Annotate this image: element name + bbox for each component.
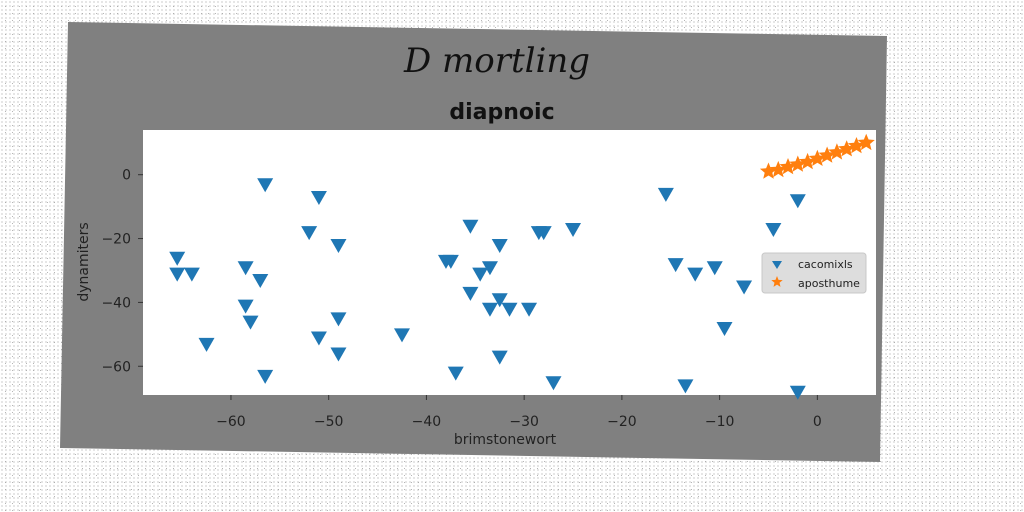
legend-label-cacomixls: cacomixls	[798, 258, 853, 271]
data-point-cacomixls	[462, 286, 479, 301]
data-point-cacomixls	[565, 222, 582, 237]
data-point-cacomixls	[491, 293, 508, 308]
chart-suptitle: D mortling	[403, 41, 590, 81]
x-tick-label: 0	[813, 414, 822, 430]
data-point-cacomixls	[301, 226, 318, 241]
data-point-aposthume	[828, 143, 846, 160]
x-tick-label: −10	[705, 414, 735, 430]
x-tick-label: −50	[314, 414, 344, 430]
data-point-cacomixls	[257, 178, 274, 193]
data-point-cacomixls	[237, 299, 254, 314]
x-tick-label: −60	[216, 414, 246, 430]
data-point-cacomixls	[736, 280, 753, 295]
data-point-cacomixls	[447, 366, 464, 381]
plot-area	[143, 130, 876, 395]
data-point-cacomixls	[442, 254, 459, 269]
data-point-cacomixls	[706, 261, 723, 276]
data-point-cacomixls	[481, 261, 498, 276]
data-point-cacomixls	[789, 385, 806, 400]
data-point-aposthume	[838, 140, 856, 157]
data-point-cacomixls	[657, 187, 674, 202]
axis-ticks: −60 −50 −40 −30 −20 −10 0 0 −20 −40 −60	[101, 168, 821, 430]
legend: cacomixls aposthume	[761, 252, 867, 294]
data-point-cacomixls	[242, 315, 259, 330]
data-point-cacomixls	[472, 267, 489, 282]
data-point-cacomixls	[330, 312, 347, 327]
data-point-aposthume	[769, 160, 787, 178]
data-point-cacomixls	[481, 302, 498, 317]
data-point-cacomixls	[393, 328, 410, 343]
legend-marker-cacomixls	[772, 261, 782, 269]
x-tick-label: −30	[509, 414, 539, 430]
data-point-aposthume	[818, 146, 836, 163]
data-point-cacomixls	[310, 331, 327, 346]
data-points	[169, 133, 875, 400]
data-point-aposthume	[759, 162, 778, 179]
data-point-cacomixls	[491, 238, 508, 253]
data-point-cacomixls	[677, 379, 694, 394]
data-point-cacomixls	[687, 267, 704, 282]
data-point-cacomixls	[330, 238, 347, 253]
y-tick-label: −20	[101, 232, 131, 248]
data-point-cacomixls	[183, 267, 200, 282]
x-axis-label: brimstonewort	[454, 432, 557, 448]
chart-title: diapnoic	[449, 100, 554, 125]
data-point-cacomixls	[535, 226, 552, 241]
legend-label-aposthume: aposthume	[798, 277, 860, 290]
x-tick-label: −40	[412, 414, 442, 430]
data-point-cacomixls	[198, 337, 215, 352]
data-point-aposthume	[808, 149, 826, 166]
data-point-aposthume	[847, 137, 865, 154]
data-point-cacomixls	[545, 376, 562, 391]
data-point-aposthume	[789, 155, 807, 172]
data-point-cacomixls	[330, 347, 347, 362]
data-point-cacomixls	[789, 194, 806, 209]
legend-box	[761, 252, 867, 294]
data-point-aposthume	[857, 133, 875, 151]
data-point-cacomixls	[521, 302, 538, 317]
y-tick-label: 0	[122, 168, 131, 184]
y-tick-label: −60	[101, 359, 131, 375]
legend-marker-aposthume	[771, 276, 783, 287]
data-point-cacomixls	[257, 369, 274, 384]
data-point-cacomixls	[491, 350, 508, 365]
data-point-cacomixls	[169, 267, 186, 282]
data-point-cacomixls	[765, 222, 782, 237]
x-tick-label: −20	[607, 414, 637, 430]
data-point-cacomixls	[252, 274, 269, 289]
data-point-cacomixls	[310, 191, 327, 206]
y-axis-label: dynamiters	[76, 222, 92, 301]
data-point-aposthume	[779, 158, 797, 175]
data-point-cacomixls	[462, 219, 479, 234]
y-tick-label: −40	[101, 295, 131, 311]
data-point-cacomixls	[501, 302, 518, 317]
data-point-cacomixls	[716, 321, 733, 336]
data-point-aposthume	[799, 152, 817, 170]
data-point-cacomixls	[667, 258, 684, 273]
data-point-cacomixls	[237, 261, 254, 276]
data-point-cacomixls	[169, 251, 186, 266]
